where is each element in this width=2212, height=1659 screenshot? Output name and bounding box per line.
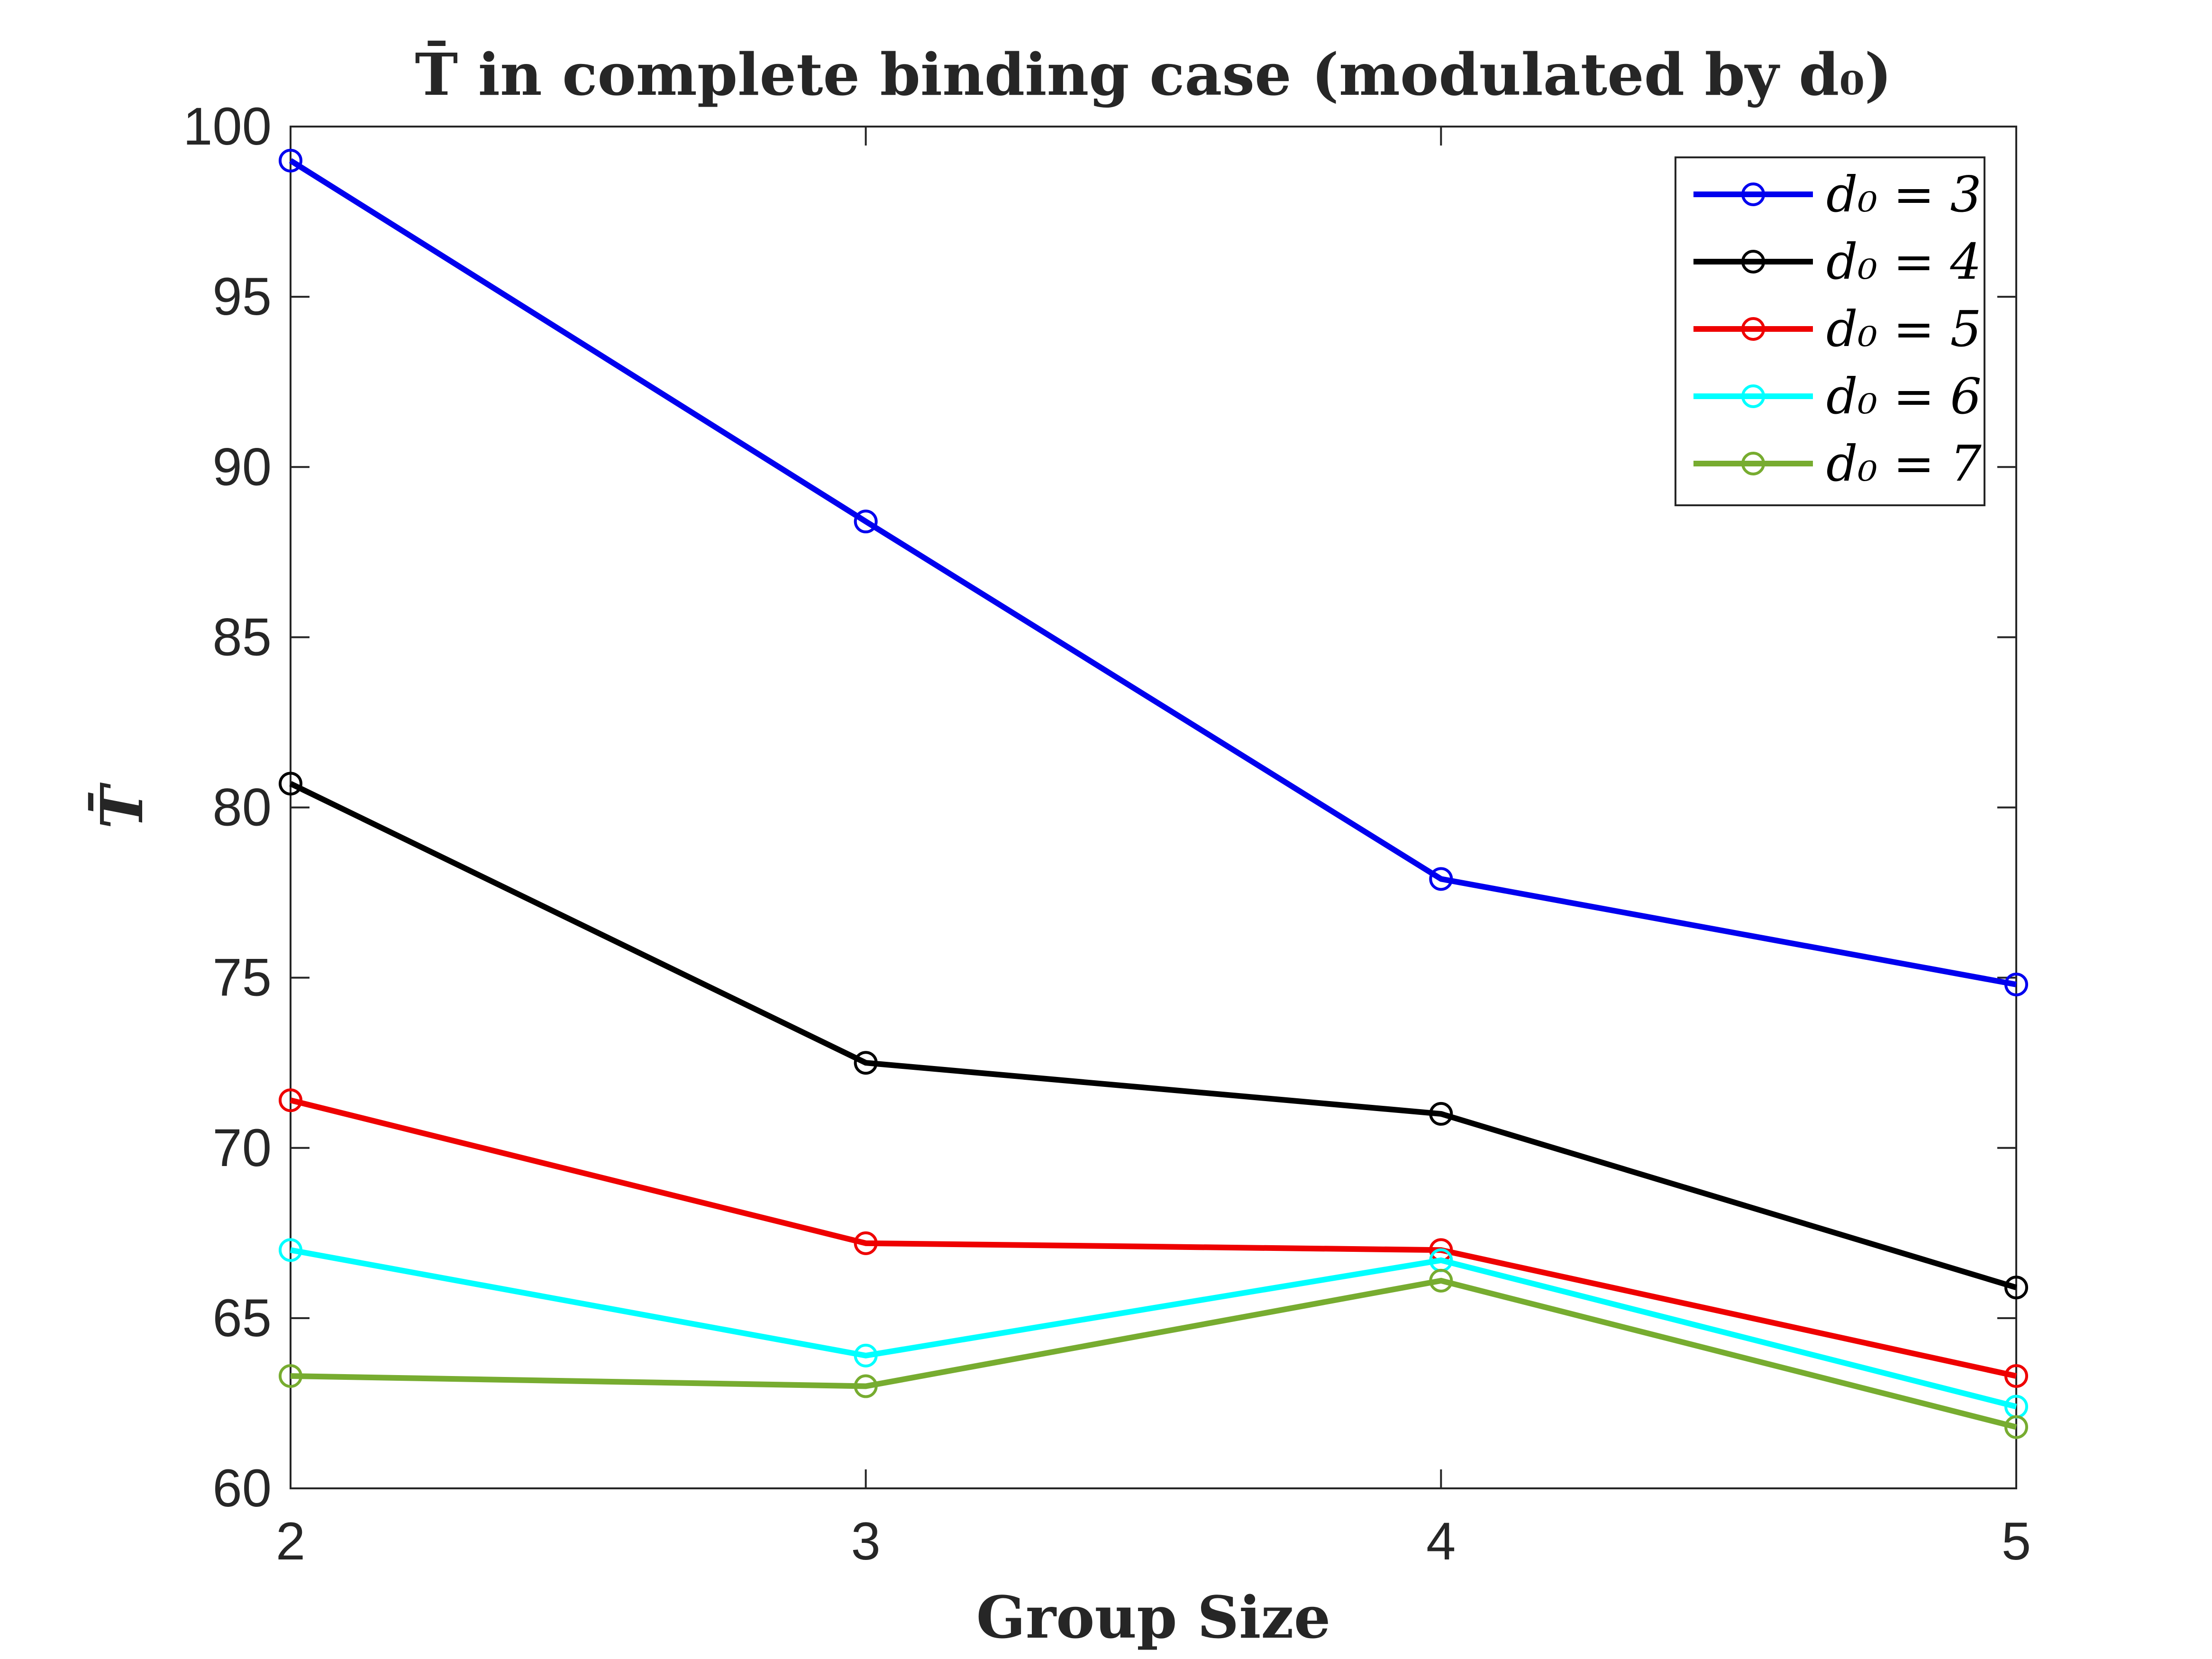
data-point-d0-3 <box>2004 972 2028 996</box>
y-axis-label: T̄ <box>88 782 156 829</box>
legend-label: d₀ = 6 <box>1826 367 1982 425</box>
series-line-d0-7 <box>290 1277 2017 1430</box>
chart-title: T̄ in complete binding case (modulated b… <box>415 40 1892 109</box>
legend-label: d₀ = 5 <box>1826 300 1982 358</box>
data-point-d0-5 <box>279 1088 302 1112</box>
series-line-d0-4 <box>289 781 2017 1290</box>
data-point-d0-4 <box>279 772 302 796</box>
legend-label: d₀ = 7 <box>1826 435 1982 492</box>
legend-swatch-marker <box>1741 317 1765 341</box>
data-point-d0-6 <box>854 1343 878 1367</box>
x-tick-label: 4 <box>1426 1512 1456 1571</box>
data-point-d0-6 <box>279 1238 302 1262</box>
y-tick-label: 80 <box>212 778 272 837</box>
x-tick-label: 5 <box>2002 1512 2031 1571</box>
y-tick-label: 65 <box>212 1288 272 1348</box>
data-point-d0-7 <box>279 1364 302 1388</box>
y-tick-label: 95 <box>212 267 272 326</box>
data-point-d0-5 <box>2004 1364 2028 1388</box>
legend-swatch-marker <box>1741 182 1765 206</box>
data-point-d0-7 <box>1429 1268 1453 1293</box>
data-point-d0-3 <box>854 510 878 534</box>
y-tick-label: 60 <box>212 1458 272 1518</box>
x-tick-label: 2 <box>276 1512 305 1571</box>
data-point-d0-4 <box>2004 1276 2028 1300</box>
y-tick-label: 90 <box>212 437 272 496</box>
legend-swatch-marker <box>1741 452 1765 475</box>
data-point-d0-4 <box>1429 1102 1453 1126</box>
y-tick-label: 75 <box>212 948 272 1007</box>
data-point-d0-4 <box>854 1051 878 1075</box>
y-tick-label: 85 <box>212 607 272 666</box>
data-point-d0-7 <box>854 1374 878 1398</box>
legend-swatch-marker <box>1741 250 1765 273</box>
data-point-d0-3 <box>1429 867 1453 891</box>
legend-label: d₀ = 4 <box>1826 233 1982 291</box>
series-line-d0-5 <box>290 1097 2017 1379</box>
legend-swatch-marker <box>1741 384 1765 408</box>
x-tick-label: 3 <box>851 1512 881 1571</box>
data-point-d0-5 <box>854 1231 878 1255</box>
series-line-d0-3 <box>289 158 2017 987</box>
y-tick-label: 100 <box>183 97 272 156</box>
data-point-d0-7 <box>2004 1415 2028 1439</box>
legend-label: d₀ = 3 <box>1826 165 1982 223</box>
x-axis-label: Group Size <box>976 1583 1331 1651</box>
series-line-d0-6 <box>290 1247 2017 1410</box>
data-point-d0-3 <box>279 148 302 173</box>
y-tick-label: 70 <box>212 1118 272 1177</box>
